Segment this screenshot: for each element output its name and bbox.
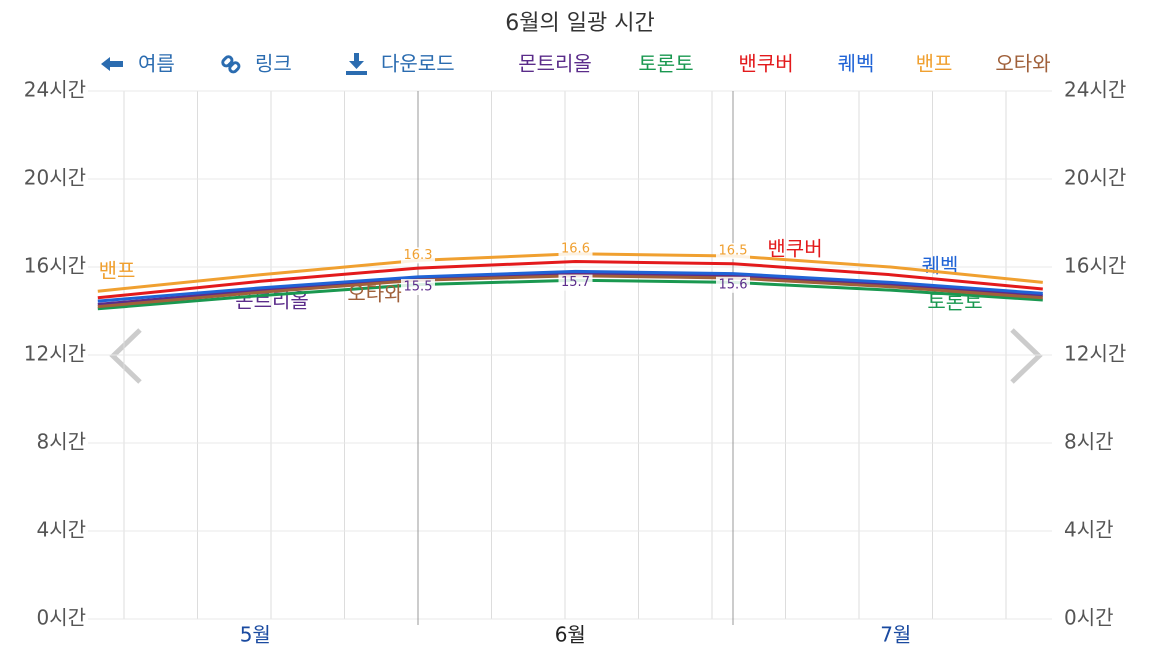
y-tick-label-right: 24시간	[1064, 78, 1126, 102]
y-tick-label-right: 20시간	[1064, 166, 1126, 190]
y-tick-label: 8시간	[36, 430, 86, 454]
chart-title: 6월의 일광 시간	[505, 11, 654, 36]
y-tick-label: 4시간	[36, 518, 86, 542]
back-icon[interactable]	[101, 57, 123, 71]
next-arrow[interactable]	[1010, 328, 1043, 384]
value-label: 15.7	[561, 275, 590, 290]
link-button[interactable]: 링크	[255, 52, 292, 76]
legend-entry: 퀘벡	[838, 52, 875, 76]
legend-entry: 오타와	[995, 52, 1050, 76]
value-label-bg	[401, 279, 435, 295]
value-label: 16.5	[719, 244, 748, 259]
link-icon[interactable]	[221, 55, 241, 74]
y-tick-label-right: 16시간	[1064, 254, 1126, 278]
value-label: 15.5	[404, 280, 433, 295]
toolbar: 여름 링크 다운로드	[101, 52, 455, 76]
x-tick-label: 7월	[880, 623, 911, 647]
value-label-bg	[716, 243, 750, 259]
x-tick-label: 5월	[240, 623, 271, 647]
y-tick-label-right: 0시간	[1064, 606, 1114, 630]
series-label: 오타와	[347, 282, 402, 306]
legend-entry: 밴프	[916, 52, 953, 76]
legend-entry: 밴쿠버	[738, 52, 793, 76]
y-tick-label: 12시간	[24, 342, 86, 366]
series-line	[97, 259, 1043, 300]
x-tick-label: 6월	[555, 623, 586, 647]
value-label-bg	[558, 240, 593, 257]
back-button[interactable]: 여름	[138, 52, 175, 76]
legend-entry: 토론토	[638, 52, 693, 76]
series-label: 밴쿠버	[767, 237, 822, 261]
value-label-bg	[716, 276, 750, 293]
legend: 몬트리올 토론토 밴쿠버 퀘벡 밴프 오타와	[518, 52, 1050, 76]
y-tick-label: 24시간	[24, 78, 86, 102]
series-line	[97, 272, 1043, 306]
value-label-bg	[558, 274, 593, 291]
legend-entry: 몬트리올	[518, 52, 592, 76]
series-label: 밴프	[99, 259, 136, 283]
y-tick-label: 16시간	[24, 254, 86, 278]
series-line	[97, 269, 1043, 303]
y-tick-label: 20시간	[24, 166, 86, 190]
prev-arrow[interactable]	[109, 328, 142, 384]
y-tick-label-right: 8시간	[1064, 430, 1114, 454]
value-label: 16.6	[561, 241, 590, 256]
download-button[interactable]: 다운로드	[381, 52, 455, 76]
value-label: 16.3	[404, 248, 433, 263]
y-tick-label: 0시간	[36, 606, 86, 630]
value-label: 15.6	[719, 277, 748, 292]
y-tick-label-right: 12시간	[1064, 342, 1126, 366]
y-tick-label-right: 4시간	[1064, 518, 1114, 542]
download-icon[interactable]	[346, 53, 367, 75]
value-label-bg	[401, 247, 435, 264]
